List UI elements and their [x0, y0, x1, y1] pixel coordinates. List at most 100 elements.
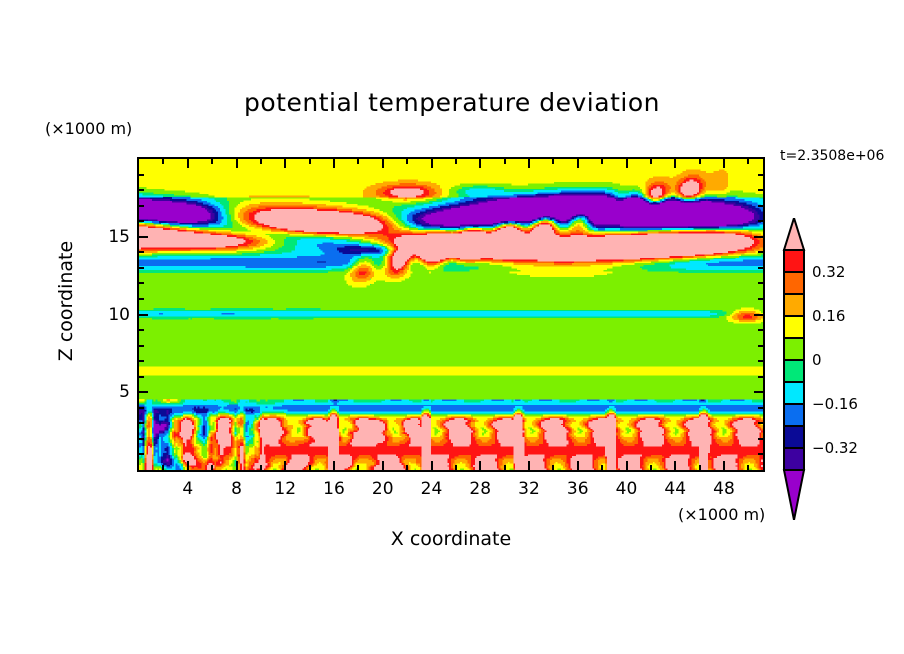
colorbar-band: [783, 403, 805, 427]
y-axis-minor-tick-right: [758, 282, 763, 285]
x-axis-minor-tick: [747, 465, 750, 470]
x-axis-title: X coordinate: [390, 528, 512, 550]
x-axis-major-tick: [723, 461, 725, 470]
x-axis-minor-tick-top: [259, 159, 262, 164]
x-axis-minor-tick: [698, 465, 701, 470]
x-axis-minor-tick: [503, 465, 506, 470]
y-axis-minor-tick: [139, 282, 144, 285]
x-axis-major-tick-top: [186, 159, 189, 168]
y-axis-tick-label: 5: [119, 382, 130, 403]
x-axis-minor-tick-top: [357, 159, 360, 164]
colorbar-band: [783, 337, 805, 361]
colorbar-band: [783, 249, 805, 273]
x-axis-major-tick: [528, 461, 530, 470]
colorbar-band: [783, 293, 805, 317]
y-axis-minor-tick: [139, 266, 144, 269]
x-axis-major-tick: [284, 461, 287, 470]
y-axis-minor-tick: [139, 329, 144, 332]
y-axis-minor-tick-right: [758, 344, 763, 347]
y-axis-major-tick-right: [754, 313, 763, 316]
y-axis-minor-tick-right: [758, 422, 763, 425]
y-axis-major-tick-right: [754, 391, 763, 394]
x-axis-minor-tick-top: [308, 159, 311, 164]
x-axis-units-label: (×1000 m): [678, 505, 766, 524]
colorbar-band: [783, 271, 805, 295]
x-axis-minor-tick: [406, 465, 409, 470]
x-axis-major-tick-top: [284, 159, 287, 168]
x-axis-minor-tick: [649, 465, 652, 470]
x-axis-minor-tick: [601, 465, 604, 470]
y-axis-minor-tick: [139, 344, 144, 347]
colorbar-tick-label: 0.16: [812, 307, 846, 325]
colorbar-band: [783, 381, 805, 405]
x-axis-major-tick: [333, 461, 335, 470]
y-axis-major-tick-right: [754, 235, 763, 238]
colorbar-band: [783, 359, 805, 383]
y-axis-minor-tick-right: [758, 375, 763, 378]
x-axis-minor-tick: [162, 465, 165, 470]
contour-field: [139, 159, 763, 470]
colorbar-over-arrow: [782, 218, 806, 251]
y-axis-minor-tick: [139, 251, 144, 254]
z-axis-units-label: (×1000 m): [45, 119, 133, 138]
x-axis-minor-tick-top: [162, 159, 165, 164]
page-title: potential temperature deviation: [244, 88, 660, 117]
x-axis-major-tick: [235, 461, 238, 470]
y-axis-title: Z coordinate: [55, 240, 77, 362]
x-axis-tick-label: 40: [615, 479, 638, 499]
y-axis-minor-tick-right: [758, 220, 763, 223]
y-axis-minor-tick-right: [758, 329, 763, 332]
x-axis-major-tick-top: [723, 159, 725, 168]
y-axis-minor-tick: [139, 422, 144, 425]
y-axis-tick-label: 15: [108, 226, 130, 247]
x-axis-major-tick-top: [674, 159, 677, 168]
colorbar-tick-label: 0: [812, 351, 822, 369]
y-axis-minor-tick-right: [758, 251, 763, 254]
x-axis-tick-label: 24: [420, 479, 443, 499]
y-axis-minor-tick-right: [758, 453, 763, 456]
y-axis-minor-tick-right: [758, 297, 763, 300]
y-axis-minor-tick: [139, 437, 144, 440]
y-axis-minor-tick-right: [758, 360, 763, 363]
x-axis-tick-label: 4: [182, 479, 194, 499]
contour-plot-area: [137, 157, 765, 472]
y-axis-minor-tick: [139, 360, 144, 363]
time-annotation: t=2.3508e+06: [780, 148, 885, 164]
x-axis-minor-tick-top: [552, 159, 555, 164]
x-axis-major-tick-top: [381, 159, 384, 168]
x-axis-minor-tick: [259, 465, 262, 470]
y-axis-minor-tick: [139, 173, 144, 176]
x-axis-major-tick: [186, 461, 189, 470]
colorbar-tick-label: −0.16: [812, 395, 858, 413]
colorbar-under-arrow: [782, 469, 806, 520]
x-axis-major-tick-top: [576, 159, 579, 168]
colorbar-tick-label: −0.32: [812, 439, 858, 457]
y-axis-minor-tick-right: [758, 189, 763, 192]
x-axis-major-tick-top: [625, 159, 628, 168]
y-axis-major-tick: [139, 391, 148, 394]
x-axis-minor-tick-top: [747, 159, 750, 164]
y-axis-major-tick: [139, 313, 148, 316]
y-axis-minor-tick: [139, 204, 144, 207]
x-axis-major-tick: [576, 461, 579, 470]
x-axis-minor-tick: [552, 465, 555, 470]
y-axis-minor-tick: [139, 375, 144, 378]
x-axis-minor-tick-top: [211, 159, 214, 164]
x-axis-minor-tick: [211, 465, 214, 470]
x-axis-minor-tick-top: [698, 159, 701, 164]
y-axis-minor-tick-right: [758, 204, 763, 207]
x-axis-minor-tick-top: [503, 159, 506, 164]
x-axis-minor-tick: [357, 465, 360, 470]
y-axis-minor-tick: [139, 220, 144, 223]
x-axis-minor-tick-top: [406, 159, 409, 164]
y-axis-tick-label: 10: [108, 304, 130, 325]
colorbar: [782, 218, 806, 520]
x-axis-major-tick-top: [430, 159, 433, 168]
y-axis-minor-tick: [139, 406, 144, 409]
y-axis-minor-tick-right: [758, 437, 763, 440]
colorbar-band: [783, 447, 805, 471]
x-axis-tick-labels: 4 8 12 16 20 24 28 32 36 40 44 48: [137, 479, 765, 501]
x-axis-tick-label: 8: [231, 479, 242, 499]
x-axis-tick-label: 36: [566, 479, 589, 499]
x-axis-minor-tick: [308, 465, 311, 470]
